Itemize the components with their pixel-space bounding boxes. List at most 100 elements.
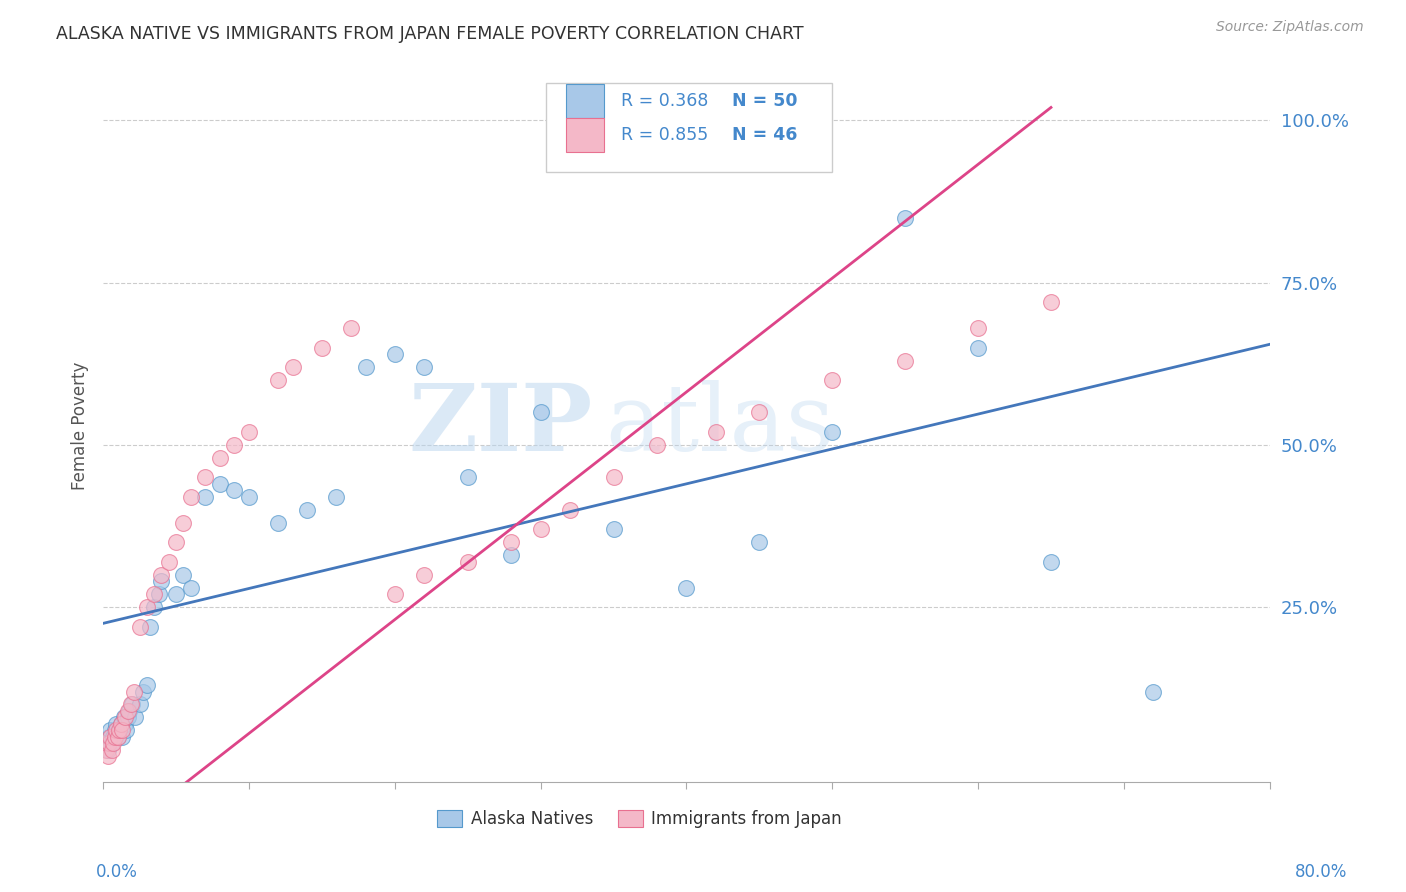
Point [111, 730, 134, 744]
Point [413, 567, 436, 582]
Point [1039, 295, 1062, 310]
Text: N = 50: N = 50 [733, 93, 797, 111]
Point [602, 470, 624, 484]
Point [180, 490, 202, 504]
Point [267, 373, 290, 387]
Point [238, 490, 260, 504]
Point [354, 359, 377, 374]
Point [325, 490, 347, 504]
Point [501, 535, 523, 549]
Point [529, 405, 551, 419]
Point [224, 483, 246, 498]
Point [103, 736, 125, 750]
Point [748, 535, 770, 549]
Legend: Alaska Natives, Immigrants from Japan: Alaska Natives, Immigrants from Japan [430, 803, 849, 835]
Point [165, 587, 187, 601]
Point [143, 587, 166, 601]
Point [704, 425, 727, 439]
Point [894, 211, 917, 225]
Point [94, 736, 117, 750]
Y-axis label: Female Poverty: Female Poverty [72, 361, 89, 490]
Point [224, 438, 246, 452]
Point [105, 717, 128, 731]
Point [602, 522, 624, 536]
Point [675, 581, 697, 595]
Point [150, 567, 173, 582]
Point [384, 587, 406, 601]
Point [110, 717, 132, 731]
Point [894, 353, 917, 368]
Point [100, 723, 122, 738]
Point [172, 516, 194, 530]
Point [115, 723, 138, 738]
Point [821, 373, 844, 387]
Point [96, 743, 118, 757]
Point [111, 723, 134, 738]
Point [112, 710, 135, 724]
Point [117, 704, 139, 718]
Point [128, 698, 150, 712]
Point [104, 730, 127, 744]
Point [135, 678, 157, 692]
Point [101, 743, 124, 757]
Point [165, 535, 187, 549]
Text: N = 46: N = 46 [733, 126, 797, 144]
Point [108, 723, 131, 738]
Point [748, 405, 770, 419]
Point [117, 710, 139, 724]
Point [384, 347, 406, 361]
Point [194, 490, 217, 504]
Point [267, 516, 290, 530]
Point [104, 723, 127, 738]
Point [172, 567, 194, 582]
FancyBboxPatch shape [567, 84, 603, 119]
Point [105, 723, 128, 738]
Text: Source: ZipAtlas.com: Source: ZipAtlas.com [1216, 20, 1364, 34]
FancyBboxPatch shape [567, 118, 603, 152]
Point [297, 503, 319, 517]
Point [157, 555, 180, 569]
Point [120, 698, 142, 712]
Point [135, 600, 157, 615]
Text: ALASKA NATIVE VS IMMIGRANTS FROM JAPAN FEMALE POVERTY CORRELATION CHART: ALASKA NATIVE VS IMMIGRANTS FROM JAPAN F… [56, 25, 804, 43]
Point [108, 723, 131, 738]
Point [311, 341, 333, 355]
Point [967, 341, 990, 355]
Point [208, 450, 231, 465]
Text: 0.0%: 0.0% [96, 863, 138, 881]
Text: atlas: atlas [605, 380, 834, 470]
Point [114, 710, 136, 724]
Point [110, 717, 132, 731]
Point [413, 359, 436, 374]
Text: 80.0%: 80.0% [1295, 863, 1347, 881]
Point [208, 476, 231, 491]
Point [457, 470, 479, 484]
Point [340, 321, 363, 335]
Point [148, 587, 170, 601]
Text: R = 0.368: R = 0.368 [621, 93, 709, 111]
Point [121, 698, 143, 712]
Point [131, 684, 153, 698]
Point [122, 684, 145, 698]
Point [457, 555, 479, 569]
Point [281, 359, 304, 374]
Text: ZIP: ZIP [409, 380, 593, 470]
Point [143, 600, 166, 615]
Point [180, 581, 202, 595]
Point [97, 736, 120, 750]
Text: R = 0.855: R = 0.855 [621, 126, 709, 144]
Point [967, 321, 990, 335]
Point [97, 730, 120, 744]
Point [821, 425, 844, 439]
FancyBboxPatch shape [547, 83, 832, 172]
Point [1039, 555, 1062, 569]
Point [529, 522, 551, 536]
Point [107, 730, 129, 744]
Point [114, 717, 136, 731]
Point [1142, 684, 1164, 698]
Point [96, 749, 118, 764]
Point [94, 743, 117, 757]
Point [139, 619, 162, 633]
Point [501, 548, 523, 562]
Point [118, 704, 141, 718]
